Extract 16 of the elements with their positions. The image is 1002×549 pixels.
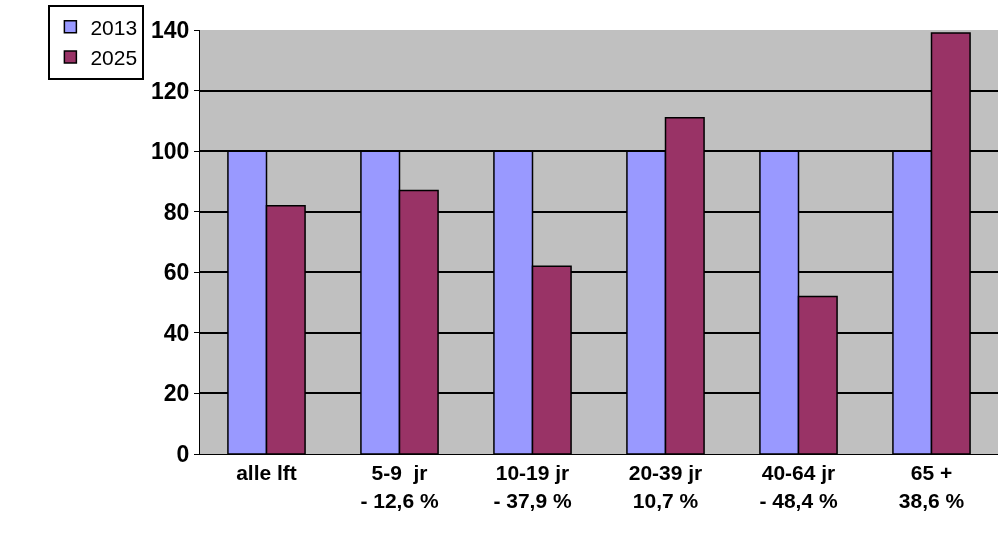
y-tick-label: 100 [151, 138, 190, 165]
y-tick-label: 80 [163, 198, 190, 225]
y-tick-label: 0 [176, 441, 190, 468]
x-tick-label: 10-19 jr - 37,9 % [493, 461, 572, 512]
x-tick-label: alle lft [236, 461, 297, 485]
legend-label: 2013 [90, 15, 138, 39]
y-tick-label: 140 [151, 17, 190, 44]
y-tick-label: 20 [163, 380, 190, 407]
x-tick-label: 5-9 jr - 12,6 % [360, 461, 439, 512]
x-tick-label: 65 + 38,6 % [898, 461, 965, 512]
y-tick-label: 120 [151, 77, 190, 104]
y-tick-label: 60 [163, 259, 190, 286]
legend-label: 2025 [90, 46, 138, 70]
y-tick-label: 40 [163, 319, 190, 346]
x-tick-label: 20-39 jr 10,7 % [628, 461, 703, 512]
x-tick-label: 40-64 jr - 48,4 % [759, 461, 838, 512]
